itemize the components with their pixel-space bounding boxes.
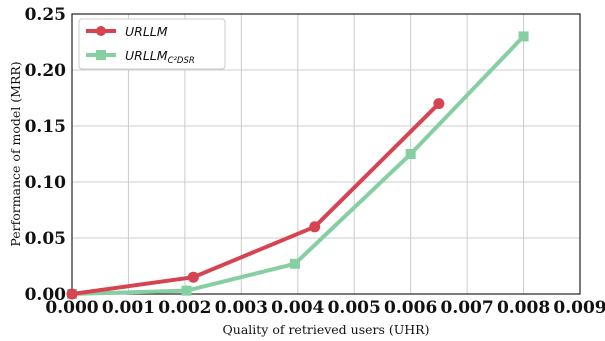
- x-tick-label: 0.002: [158, 298, 211, 318]
- y-tick-label: 0.25: [25, 5, 66, 25]
- data-point: [405, 149, 416, 159]
- y-tick-label: 0.20: [25, 61, 67, 81]
- data-point: [66, 288, 78, 300]
- series-layer: [66, 31, 529, 300]
- y-tick-label: 0.00: [25, 285, 67, 305]
- x-tick-label: 0.008: [497, 298, 550, 318]
- y-tick-label: 0.15: [25, 117, 66, 137]
- x-tick-label: 0.001: [102, 298, 155, 318]
- data-point: [289, 258, 300, 269]
- plot-frame: [71, 13, 581, 295]
- legend-label-main: URLLM: [125, 48, 168, 63]
- legend: URLLM URLLMC²DSR: [78, 18, 226, 70]
- x-tick-label: 0.007: [440, 298, 493, 318]
- x-tick-label: 0.004: [271, 298, 324, 318]
- legend-marker-urllm: [96, 26, 106, 36]
- x-tick-label: 0.005: [328, 298, 381, 318]
- x-tick-label: 0.000: [45, 298, 98, 318]
- y-axis-label: Performance of model (MRR): [8, 61, 23, 246]
- series-line-0: [71, 102, 441, 296]
- data-point: [309, 221, 321, 233]
- data-point: [187, 271, 199, 283]
- data-point: [181, 285, 192, 296]
- legend-label-subscript: C²DSR: [168, 56, 195, 66]
- y-tick-label: 0.05: [25, 229, 66, 249]
- x-tick-label: 0.003: [215, 298, 268, 318]
- legend-label-urllm-c2dsr: URLLMC²DSR: [125, 48, 195, 66]
- x-tick-label: 0.009: [553, 298, 605, 318]
- data-point: [433, 98, 445, 110]
- x-tick-label: 0.006: [384, 298, 437, 318]
- legend-label-urllm: URLLM: [125, 24, 168, 39]
- data-point: [518, 31, 529, 42]
- legend-marker-urllm-c2dsr: [96, 50, 106, 60]
- x-axis-label: Quality of retrieved users (UHR): [223, 322, 430, 337]
- y-tick-label: 0.10: [25, 173, 67, 193]
- tick-labels: 0.000 0.001 0.002 0.003 0.004 0.005 0.006 0.007…: [25, 5, 605, 318]
